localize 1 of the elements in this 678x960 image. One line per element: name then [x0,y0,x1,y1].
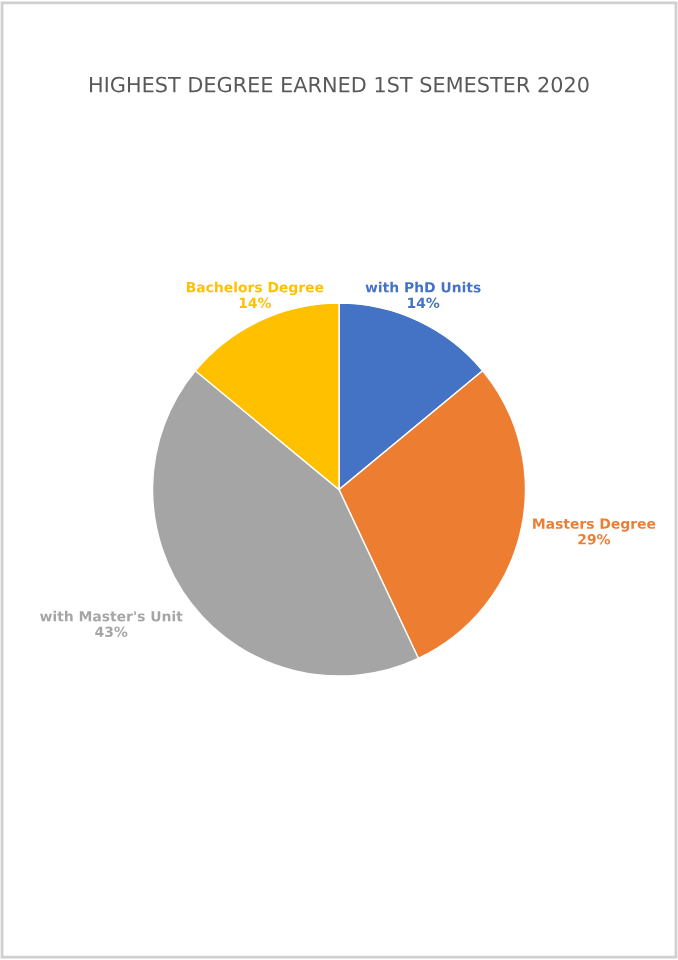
chart-title: HIGHEST DEGREE EARNED 1ST SEMESTER 2020 [90,76,589,93]
